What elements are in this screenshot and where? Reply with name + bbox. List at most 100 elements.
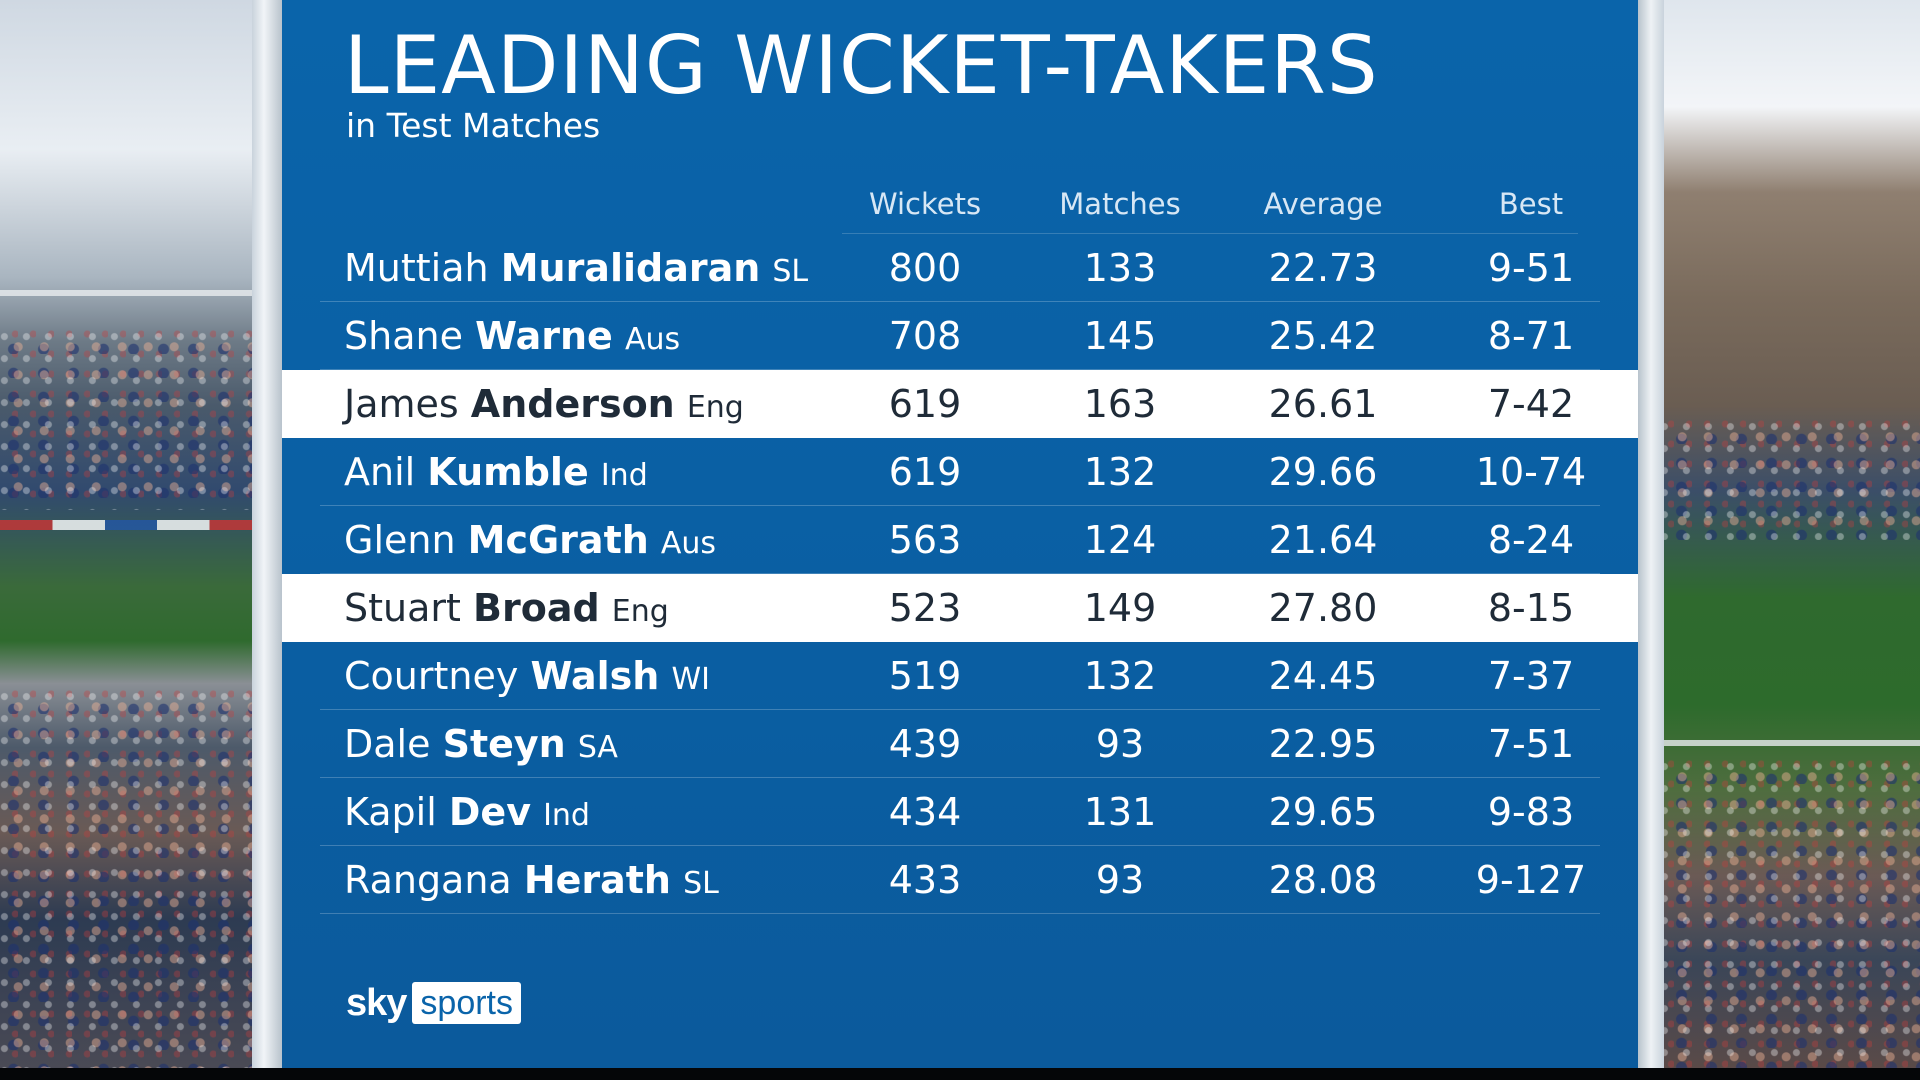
player-surname: Walsh (530, 654, 660, 698)
panel-subtitle: in Test Matches (346, 106, 601, 145)
player-surname: Dev (448, 790, 531, 834)
logo-sports-text: sports (412, 982, 521, 1024)
player-country: SL (683, 866, 719, 901)
player-surname: Herath (523, 858, 671, 902)
player-first-name: Glenn (344, 518, 456, 562)
player-name: Stuart Broad Eng (344, 574, 669, 642)
stats-panel: LEADING WICKET-TAKERS in Test Matches Wi… (282, 0, 1638, 1068)
column-header-matches: Matches (1059, 187, 1181, 221)
player-name: Glenn McGrath Aus (344, 506, 716, 574)
cell-matches: 131 (1083, 790, 1157, 834)
cell-wickets: 619 (888, 450, 962, 494)
cell-average: 27.80 (1268, 586, 1378, 630)
column-header-best: Best (1498, 187, 1564, 221)
table-row: Rangana Herath SL 433 93 28.08 9-127 (282, 846, 1638, 914)
cell-wickets: 439 (888, 722, 962, 766)
player-surname: Anderson (470, 382, 675, 426)
player-country: Ind (600, 458, 648, 493)
cell-average: 26.61 (1268, 382, 1378, 426)
cell-average: 29.66 (1268, 450, 1378, 494)
table-row: Stuart Broad Eng 523 149 27.80 8-15 (282, 574, 1638, 642)
cell-best: 7-51 (1487, 722, 1575, 766)
cell-best: 10-74 (1475, 450, 1587, 494)
row-divider (320, 505, 1600, 506)
cell-matches: 163 (1083, 382, 1157, 426)
table-row: Shane Warne Aus 708 145 25.42 8-71 (282, 302, 1638, 370)
table-row: Glenn McGrath Aus 563 124 21.64 8-24 (282, 506, 1638, 574)
table-row: Muttiah Muralidaran SL 800 133 22.73 9-51 (282, 234, 1638, 302)
player-first-name: Anil (344, 450, 416, 494)
cell-wickets: 619 (888, 382, 962, 426)
cell-best: 8-24 (1487, 518, 1575, 562)
cell-average: 29.65 (1268, 790, 1378, 834)
cell-matches: 132 (1083, 450, 1157, 494)
sky-sports-logo: sky sports (346, 980, 521, 1026)
logo-sky-text: sky (346, 981, 407, 1024)
row-divider (320, 777, 1600, 778)
player-first-name: Muttiah (344, 246, 489, 290)
cell-best: 7-42 (1487, 382, 1575, 426)
cell-matches: 124 (1083, 518, 1157, 562)
row-divider (320, 845, 1600, 846)
cell-average: 28.08 (1268, 858, 1378, 902)
bottom-letterbox (0, 1068, 1920, 1080)
frame-pillar-left (252, 0, 282, 1068)
table-row: James Anderson Eng 619 163 26.61 7-42 (282, 370, 1638, 438)
cell-wickets: 434 (888, 790, 962, 834)
player-country: Ind (543, 798, 590, 833)
player-country: WI (671, 662, 710, 697)
player-first-name: Kapil (344, 790, 437, 834)
column-header-wickets: Wickets (868, 187, 982, 221)
player-name: Muttiah Muralidaran SL (344, 234, 808, 302)
stadium-background-left (0, 0, 262, 1068)
player-name: Courtney Walsh WI (344, 642, 710, 710)
cell-matches: 132 (1083, 654, 1157, 698)
cell-average: 24.45 (1268, 654, 1378, 698)
cell-best: 9-51 (1487, 246, 1575, 290)
cell-best: 9-83 (1487, 790, 1575, 834)
player-surname: Steyn (442, 722, 566, 766)
cell-average: 22.95 (1268, 722, 1378, 766)
player-first-name: Dale (344, 722, 431, 766)
cell-best: 8-71 (1487, 314, 1575, 358)
column-header-average: Average (1263, 187, 1383, 221)
row-divider (320, 301, 1600, 302)
cell-matches: 149 (1083, 586, 1157, 630)
player-surname: Kumble (427, 450, 589, 494)
cell-matches: 93 (1095, 722, 1145, 766)
cell-wickets: 563 (888, 518, 962, 562)
player-first-name: Courtney (344, 654, 519, 698)
player-name: Shane Warne Aus (344, 302, 680, 370)
row-divider (320, 369, 1600, 370)
cell-best: 7-37 (1487, 654, 1575, 698)
cell-average: 25.42 (1268, 314, 1378, 358)
row-divider (320, 573, 1600, 574)
cell-best: 9-127 (1475, 858, 1587, 902)
player-first-name: James (344, 382, 459, 426)
panel-title: LEADING WICKET-TAKERS (344, 19, 1379, 112)
table-row: Dale Steyn SA 439 93 22.95 7-51 (282, 710, 1638, 778)
player-first-name: Stuart (344, 586, 461, 630)
player-name: Rangana Herath SL (344, 846, 719, 914)
player-country: Eng (611, 594, 669, 629)
player-country: SA (577, 730, 618, 765)
cell-wickets: 523 (888, 586, 962, 630)
player-first-name: Shane (344, 314, 463, 358)
row-divider (320, 709, 1600, 710)
cell-wickets: 519 (888, 654, 962, 698)
cell-matches: 145 (1083, 314, 1157, 358)
table-row: Anil Kumble Ind 619 132 29.66 10-74 (282, 438, 1638, 506)
player-name: James Anderson Eng (344, 370, 744, 438)
cell-wickets: 800 (888, 246, 962, 290)
player-surname: Warne (475, 314, 613, 358)
player-first-name: Rangana (344, 858, 512, 902)
frame-pillar-right (1638, 0, 1664, 1068)
cell-wickets: 708 (888, 314, 962, 358)
player-country: Aus (660, 526, 717, 561)
player-name: Dale Steyn SA (344, 710, 618, 778)
cell-best: 8-15 (1487, 586, 1575, 630)
cell-average: 21.64 (1268, 518, 1378, 562)
player-surname: Broad (473, 586, 600, 630)
row-divider (320, 913, 1600, 914)
player-name: Anil Kumble Ind (344, 438, 648, 506)
